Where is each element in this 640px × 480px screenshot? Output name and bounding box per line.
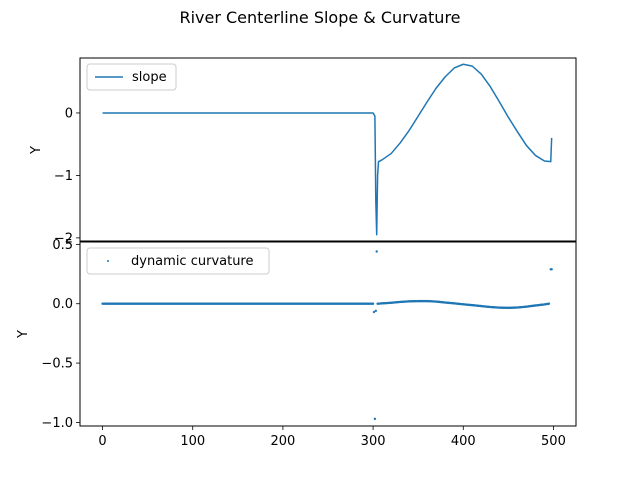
- curvature-x-tick-label: 100: [180, 434, 205, 449]
- curvature-x-tick-label: 200: [270, 434, 295, 449]
- curvature-x-tick-label: 500: [541, 434, 566, 449]
- slope-legend: slope: [86, 63, 177, 91]
- slope-y-tick-label: 0: [65, 106, 73, 121]
- curvature-point: [372, 310, 376, 314]
- slope-axes-frame: [79, 57, 577, 242]
- figure-title: River Centerline Slope & Curvature: [179, 8, 460, 27]
- curvature-y-ticks: 0.5 0.0 −0.5 −1.0: [41, 238, 80, 431]
- curvature-x-tick-label: 300: [361, 434, 386, 449]
- curvature-point: [374, 309, 377, 313]
- curvature-legend: dynamic curvature: [86, 247, 270, 275]
- curvature-axes: 0.5 0.0 −0.5 −1.0 0 100 200 300 400 500 Y dynami…: [16, 238, 577, 449]
- curvature-legend-box: [86, 247, 270, 275]
- slope-plot-area: [102, 63, 553, 236]
- slope-y-tick-label: −2: [54, 231, 73, 246]
- slope-axes: 0 −1 −2 Y slope: [29, 57, 577, 246]
- slope-y-ticks: 0 −1 −2: [54, 106, 80, 246]
- curvature-point: [550, 268, 553, 271]
- slope-series-line: [102, 63, 553, 236]
- curvature-y-axis-label: Y: [16, 330, 31, 339]
- curvature-x-tick-label: 400: [451, 434, 476, 449]
- curvature-point: [375, 250, 378, 253]
- curvature-axes-frame: [79, 241, 577, 427]
- slope-y-tick-label: −1: [54, 169, 73, 184]
- slope-y-axis-label: Y: [29, 146, 44, 155]
- curvature-legend-marker-swatch: [107, 260, 109, 262]
- curvature-plot-area: [101, 250, 553, 421]
- slope-legend-label: slope: [132, 70, 167, 85]
- curvature-point: [373, 417, 377, 421]
- curvature-y-tick-label: 0.0: [52, 297, 73, 312]
- curvature-y-tick-label: −1.0: [41, 416, 73, 431]
- slope-legend-box: [86, 63, 177, 91]
- curvature-x-ticks: 0 100 200 300 400 500: [98, 426, 566, 449]
- curvature-x-tick-label: 0: [98, 434, 106, 449]
- curvature-point: [547, 302, 551, 305]
- curvature-y-tick-label: −0.5: [41, 357, 73, 372]
- curvature-legend-label: dynamic curvature: [131, 254, 254, 269]
- curvature-point: [371, 302, 375, 305]
- curvature-y-tick-label: 0.5: [52, 238, 73, 253]
